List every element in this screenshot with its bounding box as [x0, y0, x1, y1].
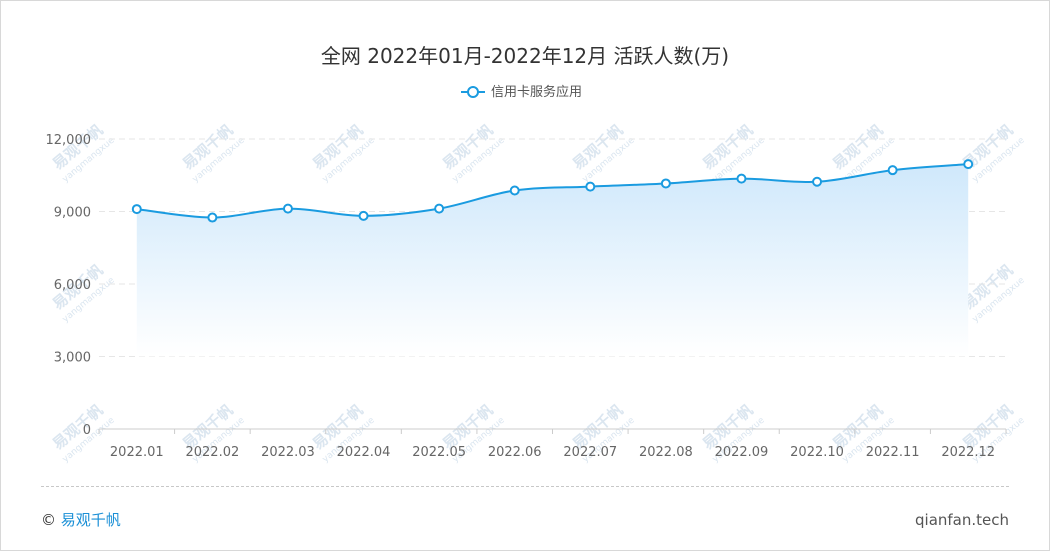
series-area [136, 163, 969, 357]
x-tick-label: 2022.05 [412, 445, 466, 460]
y-tick-label: 3,000 [54, 351, 91, 366]
data-point[interactable] [887, 165, 898, 176]
data-point[interactable] [812, 176, 823, 187]
x-axis: 2022.01 2022.02 2022.03 2022.04 2022.05 2022.… [98, 428, 1007, 460]
x-tick-label: 2022.07 [563, 445, 617, 460]
x-tick-label: 2022.11 [866, 445, 920, 460]
chart-title: 全网 2022年01月-2022年12月 活跃人数(万) [321, 44, 729, 68]
data-point[interactable] [282, 203, 293, 214]
data-point[interactable] [131, 204, 142, 215]
y-tick-label: 12,000 [46, 133, 92, 148]
y-tick-label: 6,000 [54, 278, 91, 293]
series-points [131, 159, 974, 223]
series-line [136, 163, 969, 219]
footer-brand: © 易观千帆 [41, 509, 121, 530]
x-tick-label: 2022.02 [185, 445, 239, 460]
copyright-symbol: © [41, 511, 56, 529]
data-point[interactable] [358, 210, 369, 221]
footer-site: qianfan.tech [915, 511, 1009, 529]
legend-label: 信用卡服务应用 [491, 84, 582, 100]
data-point[interactable] [660, 178, 671, 189]
data-point[interactable] [585, 181, 596, 192]
x-tick-label: 2022.06 [488, 445, 542, 460]
y-tick-label: 0 [83, 423, 91, 438]
x-tick-label: 2022.04 [337, 445, 391, 460]
y-axis: 0 3,000 6,000 9,000 12,000 [46, 133, 92, 438]
data-point[interactable] [963, 159, 974, 170]
x-tick-label: 2022.12 [941, 445, 995, 460]
data-point[interactable] [736, 173, 747, 184]
data-point[interactable] [509, 185, 520, 196]
data-point[interactable] [434, 203, 445, 214]
x-tick-label: 2022.08 [639, 445, 693, 460]
x-tick-label: 2022.09 [715, 445, 769, 460]
y-tick-label: 9,000 [54, 206, 91, 221]
footer-divider [41, 486, 1009, 487]
legend[interactable]: 信用卡服务应用 [461, 84, 582, 100]
series-area-fill [136, 164, 969, 357]
data-point[interactable] [207, 212, 218, 223]
x-tick-label: 2022.01 [110, 445, 164, 460]
x-tick-label: 2022.10 [790, 445, 844, 460]
legend-marker [467, 86, 479, 98]
x-tick-label: 2022.03 [261, 445, 315, 460]
brand-logo-text: 易观千帆 [60, 511, 121, 529]
